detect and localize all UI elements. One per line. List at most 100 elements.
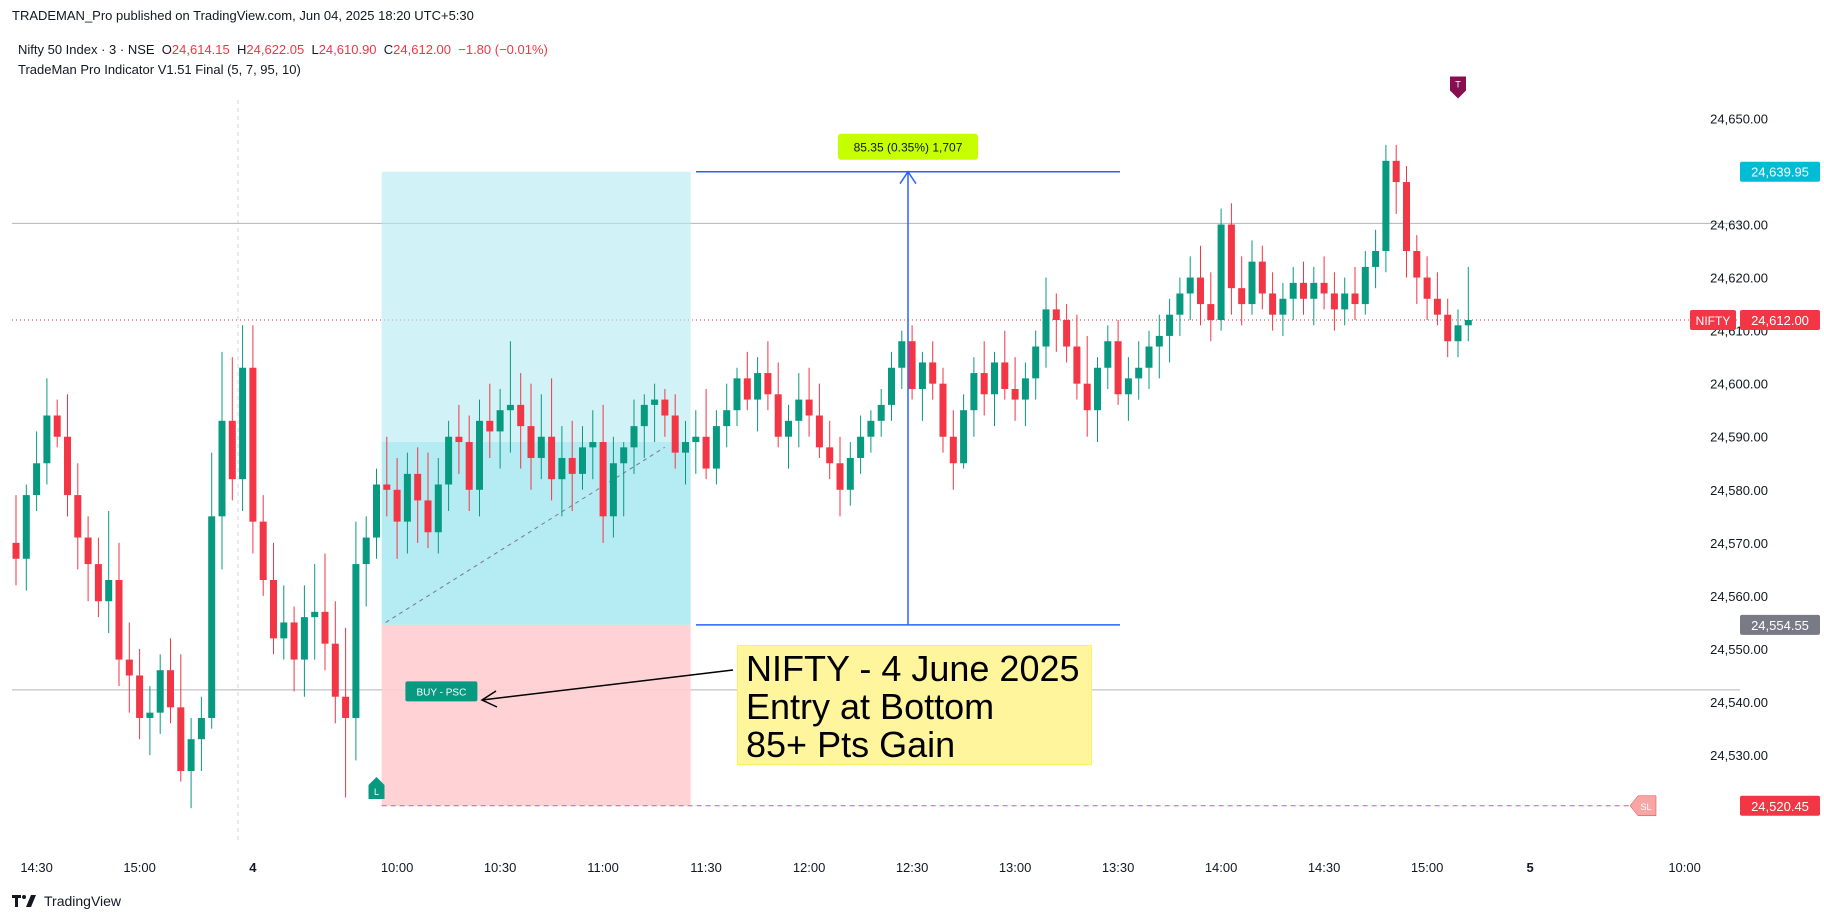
candle-body	[1258, 261, 1266, 294]
candle-body	[249, 367, 257, 522]
candle-body	[548, 436, 556, 480]
candle-body	[506, 404, 514, 411]
candle-body	[918, 362, 926, 389]
candle-body	[723, 410, 731, 427]
candle-body	[373, 484, 380, 538]
candle-body	[208, 516, 216, 718]
candle-body	[342, 696, 350, 718]
entry-price-tag[interactable]	[1740, 614, 1820, 635]
candle-body	[1464, 320, 1472, 326]
candle-body	[1361, 266, 1369, 305]
candle-body	[43, 415, 51, 464]
candle-body	[682, 442, 689, 453]
sl-tag[interactable]	[1629, 795, 1657, 817]
x-tick-label: 5	[1526, 860, 1533, 875]
candle-body	[156, 670, 164, 713]
candle-body	[599, 442, 607, 517]
x-tick-label: 14:00	[1205, 860, 1238, 875]
candle-body	[620, 447, 628, 464]
current-price-tag[interactable]	[1740, 310, 1820, 330]
candle-body	[167, 670, 174, 708]
candle-body	[486, 420, 494, 432]
symbol-tag[interactable]	[1690, 310, 1736, 330]
close-label: C	[383, 42, 394, 57]
top-signal-badge[interactable]	[1450, 76, 1466, 99]
current-price-label: 24,612.00	[1751, 313, 1809, 328]
candle-body	[826, 447, 834, 464]
stop-zone[interactable]	[381, 624, 691, 806]
candle-body	[465, 442, 473, 490]
entry-price-label: 24,554.55	[1751, 618, 1809, 633]
candle-body	[239, 367, 247, 480]
candle-body	[857, 436, 865, 458]
open-label: O	[161, 42, 172, 57]
candle-body	[1444, 314, 1452, 342]
candle-body	[434, 484, 442, 533]
candle-body	[1248, 261, 1256, 305]
candle-body	[558, 457, 566, 480]
footer-brand[interactable]: TradingView	[12, 893, 121, 909]
measure-label-box[interactable]	[838, 133, 978, 160]
candle-body	[991, 362, 998, 395]
candle-body	[1217, 224, 1225, 320]
x-tick-label: 10:30	[484, 860, 517, 875]
note-line-2: Entry at Bottom	[746, 686, 995, 727]
candle-body	[1052, 309, 1060, 320]
note-line-1: NIFTY - 4 June 2025	[746, 648, 1080, 689]
note-arrowhead-icon	[480, 690, 498, 708]
candle-body	[836, 463, 844, 490]
target-price-tag[interactable]	[1740, 161, 1820, 182]
candle-body	[455, 436, 463, 443]
buy-signal-box[interactable]	[405, 681, 478, 702]
ohlc-row: Nifty 50 Index · 3 · NSE O24,614.15 H24,…	[18, 40, 548, 60]
candle-body	[785, 420, 792, 437]
publish-info: TRADEMAN_Pro published on TradingView.co…	[12, 8, 474, 23]
candle-body	[949, 436, 957, 464]
candle-body	[1124, 378, 1132, 395]
symbol-tag-label: NIFTY	[1696, 314, 1731, 328]
candle-body	[1279, 298, 1287, 315]
x-tick-label: 11:30	[690, 860, 722, 875]
candle-body	[867, 420, 875, 437]
candle-body	[496, 410, 504, 432]
candle-body	[1310, 282, 1318, 299]
stop-price-tag[interactable]	[1740, 795, 1820, 816]
sl-tag-label: SL	[1640, 802, 1651, 812]
candle-body	[362, 537, 370, 565]
candle-body	[764, 373, 772, 395]
candle-body	[1011, 388, 1019, 400]
candle-body	[187, 739, 195, 772]
candle-body	[146, 712, 154, 718]
candle-body	[537, 436, 545, 458]
candle-body	[1320, 282, 1328, 294]
symbol-name[interactable]: Nifty 50 Index · 3 · NSE	[18, 42, 155, 57]
candle-body	[1063, 320, 1071, 347]
candle-body	[1042, 309, 1050, 347]
annotation-note[interactable]: NIFTY - 4 June 2025 Entry at Bottom 85+ …	[737, 645, 1092, 765]
indicator-name[interactable]: TradeMan Pro Indicator V1.51 Final (5, 7…	[18, 62, 301, 77]
candle-body	[228, 420, 236, 480]
candle-body	[692, 436, 700, 443]
x-tick-label: 13:00	[999, 860, 1032, 875]
candle-body	[22, 495, 30, 559]
candle-body	[1300, 282, 1307, 299]
note-arrow-line[interactable]	[481, 669, 734, 701]
long-signal-badge[interactable]	[368, 776, 385, 799]
candle-body	[177, 707, 185, 772]
candle-body	[1382, 160, 1390, 252]
candle-body	[970, 373, 978, 411]
candle-body	[414, 473, 422, 501]
candle-body	[1001, 362, 1009, 389]
x-tick-label: 4	[249, 860, 257, 875]
chart-legend: Nifty 50 Index · 3 · NSE O24,614.15 H24,…	[18, 40, 548, 80]
measure-label-text: 85.35 (0.35%) 1,707	[854, 141, 963, 155]
candle-body	[795, 399, 803, 421]
y-tick-label: 24,560.00	[1710, 589, 1768, 604]
candle-body	[1413, 251, 1421, 278]
y-tick-label: 24,650.00	[1710, 111, 1768, 126]
y-tick-label: 24,580.00	[1710, 483, 1768, 498]
candle-body	[331, 643, 339, 697]
candle-body	[105, 580, 113, 602]
target-zone[interactable]	[381, 171, 691, 625]
